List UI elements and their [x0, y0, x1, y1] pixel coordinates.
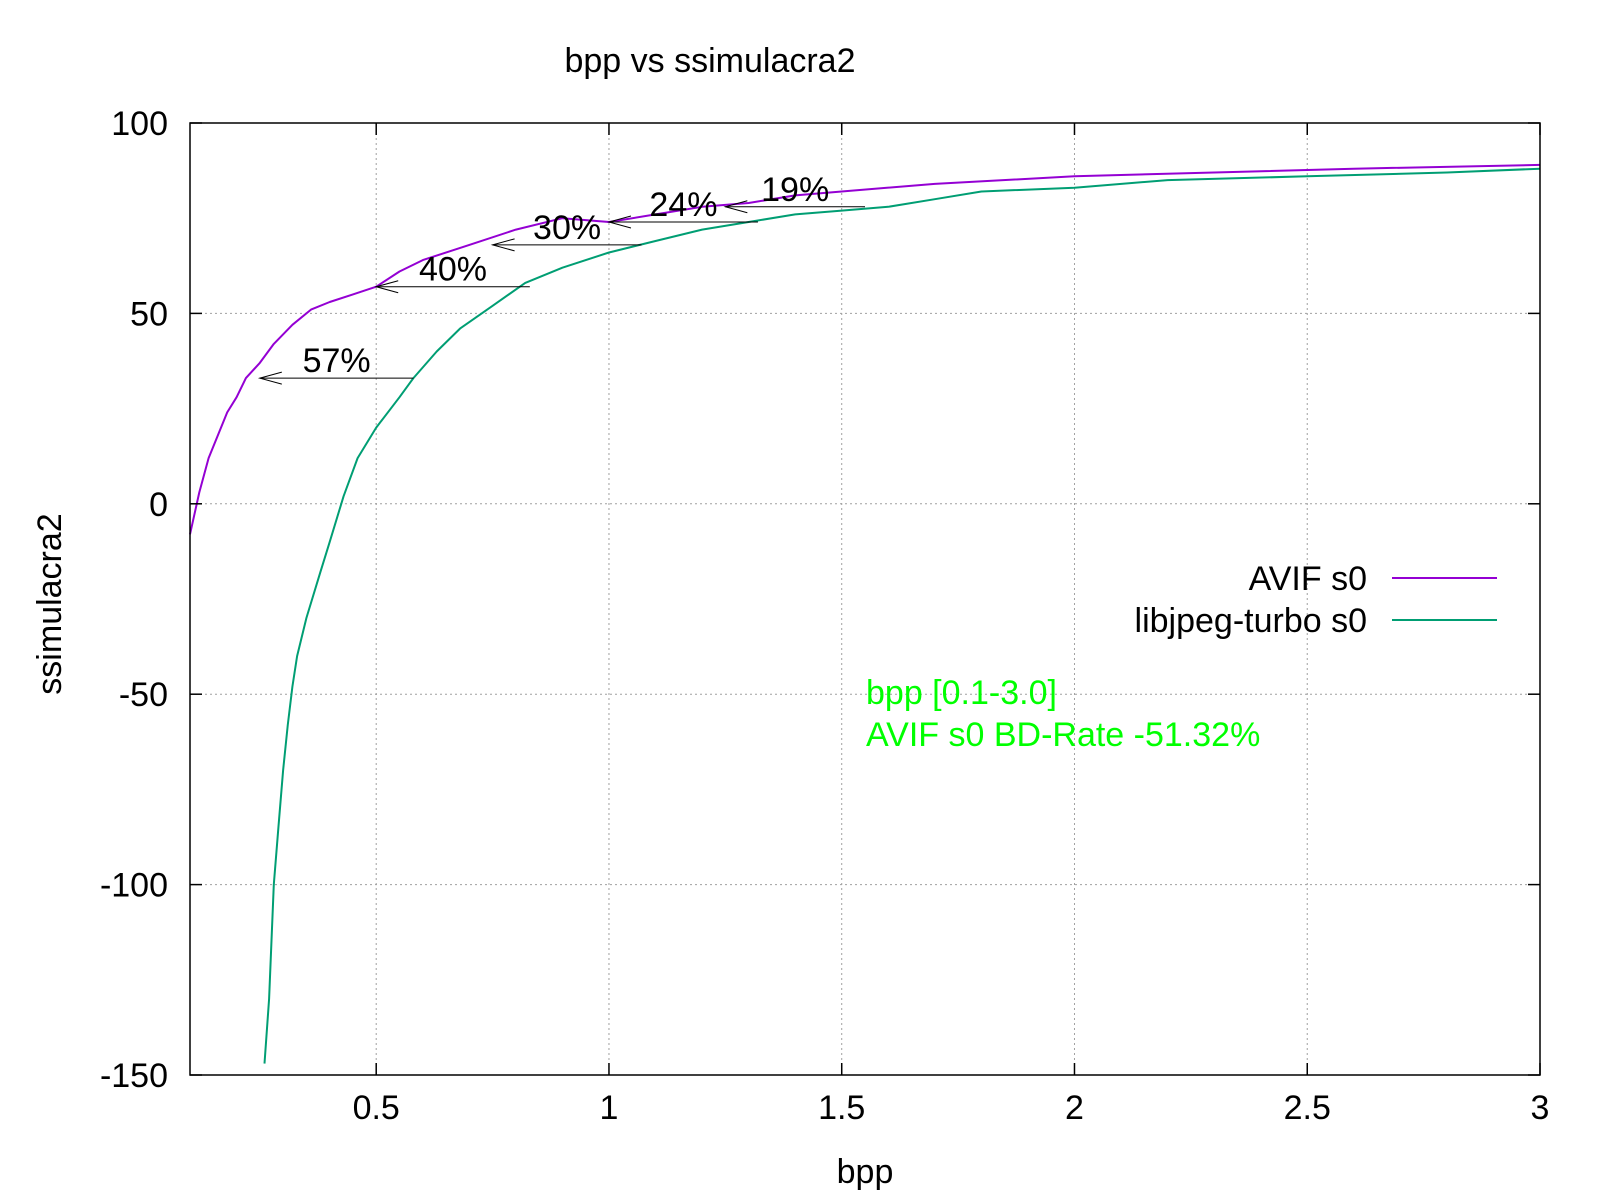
annotation-label: 57%	[303, 342, 371, 380]
y-tick-label: 0	[149, 486, 168, 524]
legend: AVIF s0 libjpeg-turbo s0	[1135, 560, 1497, 640]
plot-frame	[189, 122, 1541, 1076]
info-bd-rate: AVIF s0 BD-Rate -51.32%	[866, 716, 1260, 754]
annotation-layer: 57% 40% 30% 24% 19%	[257, 171, 865, 385]
x-tick-label: 2	[1065, 1089, 1084, 1127]
series-layer	[189, 163, 1541, 1064]
annotation-arrowhead	[257, 371, 282, 385]
x-tick-label: 0.5	[353, 1089, 400, 1127]
annotation-label: 24%	[649, 186, 717, 224]
grid-layer	[190, 123, 1540, 1075]
annotation-arrowhead	[723, 200, 748, 214]
chart-title: bpp vs ssimulacra2	[564, 42, 855, 80]
x-tick-label: 1	[600, 1089, 619, 1127]
y-axis-title: ssimulacra2	[31, 513, 69, 694]
libjpeg-turbo-s0-line	[263, 167, 1541, 1064]
annotation-label: 40%	[419, 251, 487, 289]
x-tick-label: 2.5	[1284, 1089, 1331, 1127]
y-tick-label: -150	[100, 1057, 168, 1095]
x-tick-label: 3	[1531, 1089, 1550, 1127]
x-tick-label: 1.5	[818, 1089, 865, 1127]
avif-s0-line	[189, 163, 1541, 535]
y-tick-label: 50	[130, 295, 168, 333]
y-tick-label: 100	[111, 105, 168, 143]
x-axis-title: bpp	[837, 1153, 894, 1191]
bd-rate-info: bpp [0.1-3.0] AVIF s0 BD-Rate -51.32%	[866, 674, 1260, 754]
annotation-arrowhead	[374, 280, 399, 294]
y-tick-label: -50	[119, 676, 168, 714]
legend-label-libjpeg-turbo: libjpeg-turbo s0	[1135, 602, 1367, 640]
annotation-arrowhead	[490, 238, 515, 252]
y-tick-label: -100	[100, 867, 168, 905]
annotation-arrowhead	[607, 215, 632, 229]
annotation-label: 19%	[761, 171, 829, 209]
legend-label-avif: AVIF s0	[1249, 560, 1367, 598]
info-bpp-range: bpp [0.1-3.0]	[866, 674, 1057, 712]
annotation-label: 30%	[533, 209, 601, 247]
tick-layer: -150 -100 -50 0 50 100 0.5 1 1.5 2 2.5 3	[100, 105, 1550, 1127]
